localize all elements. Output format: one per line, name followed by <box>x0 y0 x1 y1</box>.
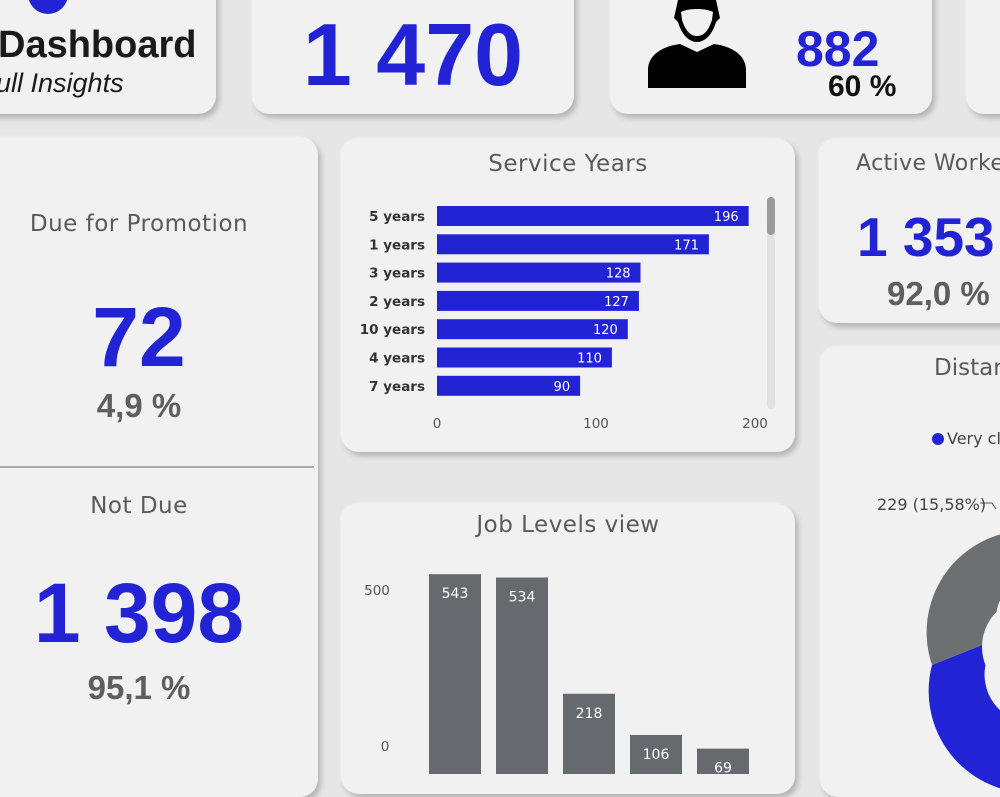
total-employees-card: 1 470 <box>252 0 574 114</box>
logo-icon <box>28 0 68 14</box>
bar-value-label: 106 <box>643 747 670 763</box>
y-tick-label: 500 <box>364 583 390 599</box>
service-bar[interactable] <box>437 290 639 311</box>
bar-value-label: 171 <box>674 238 699 253</box>
promotion-card: Due for Promotion 72 4,9 % Not Due 1 398… <box>0 137 318 797</box>
category-label: 5 years <box>369 209 425 225</box>
bar-value-label: 110 <box>577 352 602 367</box>
job-level-bar[interactable] <box>429 574 481 774</box>
category-label: 7 years <box>369 379 425 395</box>
bar-value-label: 128 <box>606 267 631 282</box>
dashboard-title: Dashboard <box>0 24 197 66</box>
category-label: 10 years <box>360 322 425 338</box>
active-workers-card: Active Worker 1 353 92,0 % <box>819 139 1000 323</box>
bar-value-label: 543 <box>442 586 469 602</box>
bar-value-label: 69 <box>714 761 732 777</box>
job-levels-chart: 500 0 543 534 218 106 69 <box>364 574 749 777</box>
service-bar[interactable] <box>437 206 749 226</box>
service-years-chart: 5 years 196 1 years 171 3 years 128 2 years 127… <box>360 197 775 432</box>
due-promotion-pct: 4,9 % <box>96 387 182 424</box>
bar-value-label: 218 <box>576 706 603 722</box>
person-icon <box>648 0 746 88</box>
y-tick-label: 0 <box>381 739 390 755</box>
service-years-title: Service Years <box>488 151 648 177</box>
service-bar[interactable] <box>437 319 628 340</box>
legend-label: Very cl <box>947 429 1000 448</box>
not-due-value: 1 398 <box>33 566 245 660</box>
gender-count: 882 <box>796 21 880 77</box>
bar-value-label: 534 <box>509 589 536 605</box>
bar-value-label: 120 <box>593 323 618 338</box>
due-promotion-title: Due for Promotion <box>29 211 249 237</box>
bar-value-label: 127 <box>604 295 629 310</box>
gender-percentage: 60 % <box>828 70 897 103</box>
category-label: 2 years <box>369 294 425 310</box>
job-level-bar[interactable] <box>496 577 548 774</box>
service-years-card: Service Years 5 years 196 1 years 171 3 year… <box>341 139 795 452</box>
partial-card <box>966 0 1000 114</box>
service-bar[interactable] <box>437 234 709 255</box>
service-bar[interactable] <box>437 262 641 283</box>
distance-title: Distan <box>934 355 1000 381</box>
legend-dot <box>932 433 944 445</box>
category-label: 4 years <box>369 351 425 367</box>
service-bar[interactable] <box>437 347 612 368</box>
bar-value-label: 196 <box>714 210 739 225</box>
category-label: 3 years <box>369 266 425 282</box>
job-levels-title: Job Levels view <box>476 512 660 538</box>
bar-value-label: 90 <box>554 380 571 395</box>
x-tick-label: 200 <box>742 416 768 432</box>
donut-slice-gray <box>926 534 1000 665</box>
x-tick-label: 100 <box>583 416 609 432</box>
service-bar[interactable] <box>437 375 581 396</box>
scrollbar-track[interactable] <box>767 197 775 409</box>
legend[interactable]: Very cl <box>932 429 1000 448</box>
slice-data-label: 229 (15,58%) <box>877 495 987 514</box>
active-workers-title: Active Worker <box>856 151 1000 176</box>
job-levels-card: Job Levels view 500 0 543 534 218 106 69 <box>341 504 795 794</box>
leader-line <box>980 502 997 510</box>
gender-card: 882 60 % <box>610 0 932 114</box>
dashboard-subtitle: ull Insights <box>0 68 124 98</box>
divider <box>0 466 314 468</box>
x-tick-label: 0 <box>433 416 442 432</box>
distance-card: Distan Very cl 229 (15,58%) <box>820 347 1000 797</box>
active-workers-value: 1 353 <box>857 206 995 268</box>
not-due-pct: 95,1 % <box>87 669 191 706</box>
scrollbar-thumb[interactable] <box>767 197 775 235</box>
title-card: Dashboard ull Insights <box>0 0 216 114</box>
distance-donut-chart <box>926 502 1000 789</box>
category-label: 1 years <box>369 237 425 253</box>
total-employees-value: 1 470 <box>302 5 524 104</box>
not-due-title: Not Due <box>90 493 188 519</box>
active-workers-pct: 92,0 % <box>887 275 990 312</box>
due-promotion-value: 72 <box>92 290 186 384</box>
